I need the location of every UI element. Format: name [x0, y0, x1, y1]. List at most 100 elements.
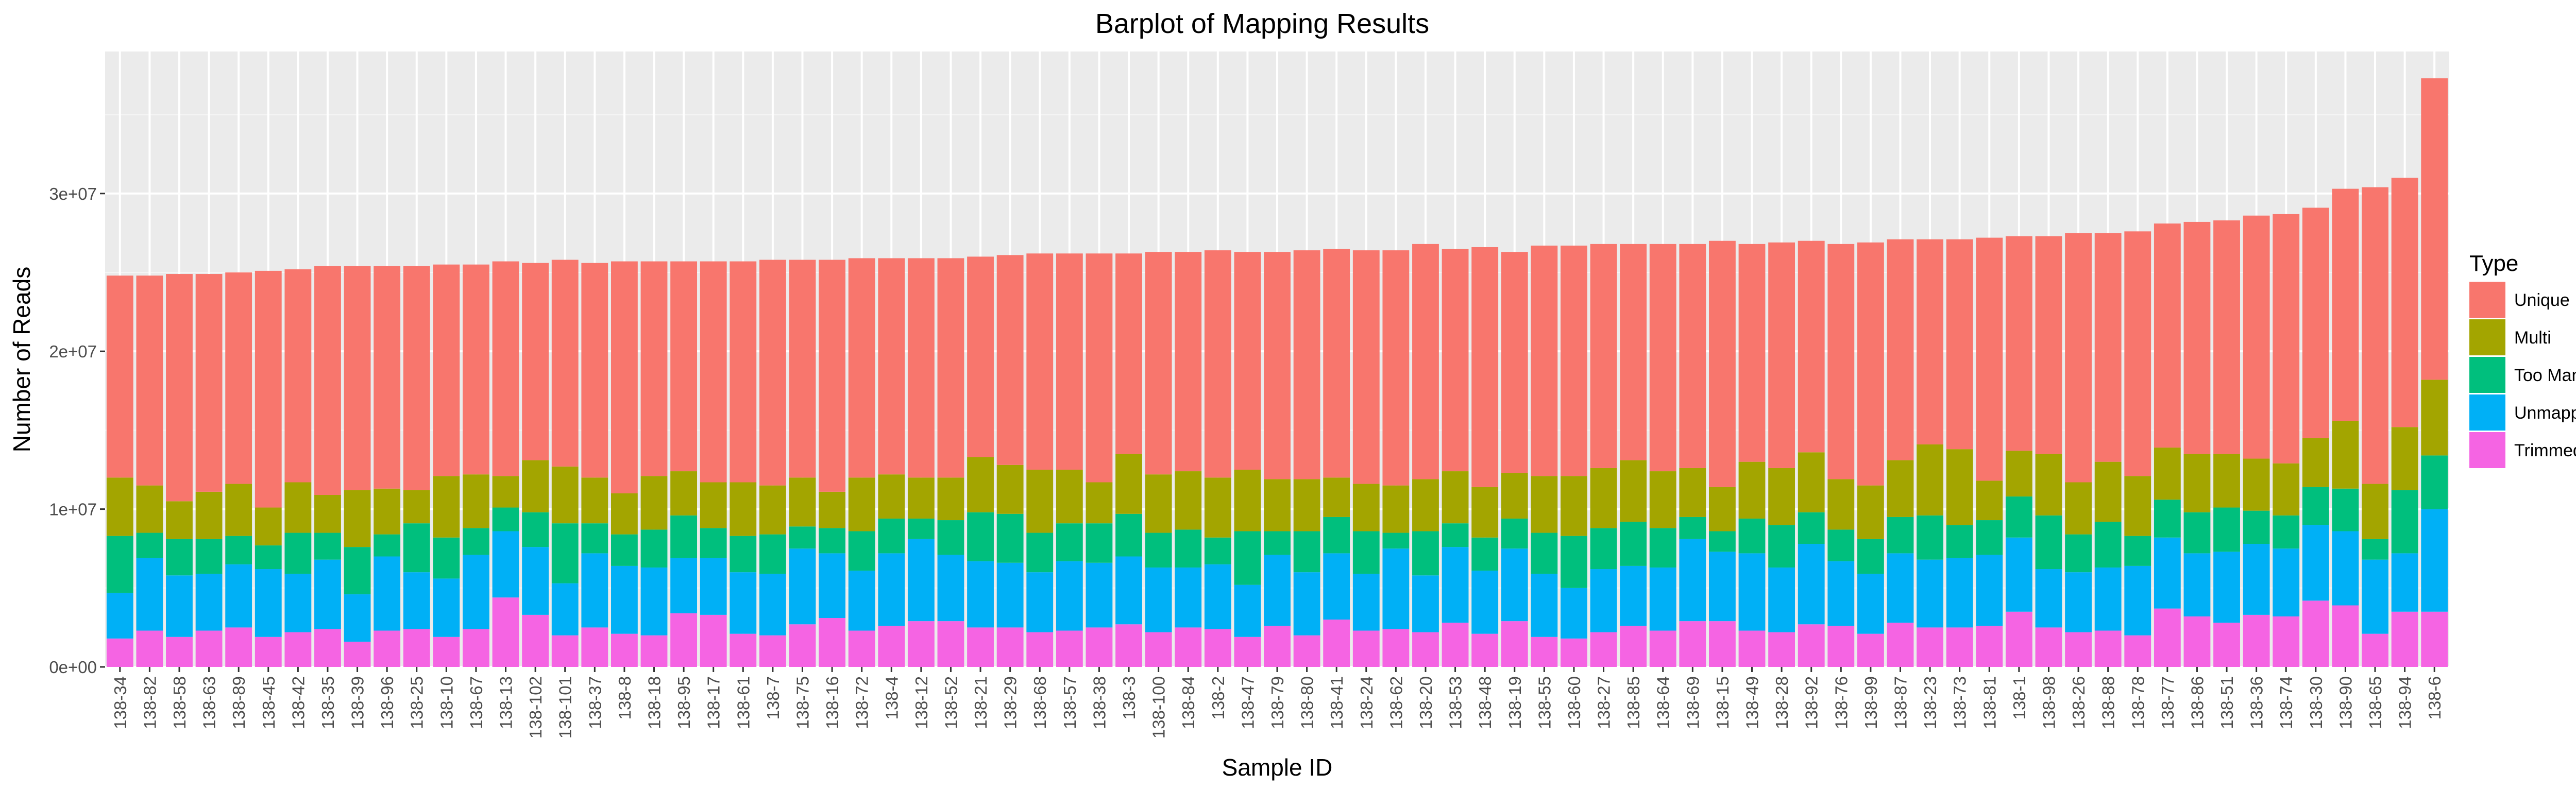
bar-segment-unique — [463, 264, 489, 475]
bar-segment-multi — [2124, 476, 2151, 536]
bar-segment-too-many — [996, 513, 1024, 563]
bar-segment-too-many — [819, 528, 845, 554]
bar-segment-unique — [314, 266, 341, 495]
bar-segment-trimmed-off — [522, 614, 549, 667]
bar-segment-trimmed-off — [670, 613, 698, 667]
bar-segment-multi — [403, 490, 430, 524]
bar-segment-unique — [967, 256, 994, 457]
bar-segment-trimmed-off — [1738, 630, 1766, 667]
bar-segment-unique — [2094, 233, 2122, 462]
x-tick-label: 138-26 — [2069, 676, 2088, 729]
bar-segment-too-many — [551, 523, 579, 583]
bar-segment-unmapped — [1234, 585, 1261, 637]
x-tick-label: 138-10 — [437, 676, 456, 729]
bar-segment-unique — [433, 264, 460, 476]
bar-segment-multi — [1946, 449, 1973, 525]
x-tick-label: 138-30 — [2307, 676, 2326, 729]
bar-segment-too-many — [1590, 528, 1617, 570]
bar-segment-unmapped — [1649, 567, 1676, 631]
bar-segment-unmapped — [937, 555, 964, 622]
bar-segment-trimmed-off — [640, 635, 668, 667]
bar-segment-too-many — [1412, 531, 1439, 576]
x-tick-label: 138-64 — [1654, 676, 1673, 729]
bar-segment-unique — [195, 274, 223, 492]
bar-segment-multi — [2154, 448, 2181, 500]
bar-segment-unique — [1442, 249, 1469, 472]
x-tick-label: 138-55 — [1535, 676, 1554, 729]
bar-segment-trimmed-off — [166, 637, 193, 667]
bar-segment-unmapped — [907, 539, 935, 622]
bar-segment-unique — [2154, 223, 2181, 448]
bar-segment-trimmed-off — [1293, 635, 1320, 667]
bar-segment-unique — [136, 276, 163, 486]
bar-segment-too-many — [1026, 533, 1054, 573]
bar-segment-unique — [907, 258, 935, 478]
bar-segment-trimmed-off — [1501, 621, 1528, 667]
bar-segment-unmapped — [2243, 544, 2270, 615]
y-tick-label: 0e+00 — [49, 658, 97, 677]
y-axis-title: Number of Reads — [8, 267, 35, 453]
x-tick-label: 138-34 — [111, 676, 130, 729]
bar-segment-unique — [1026, 253, 1054, 470]
bar-segment-trimmed-off — [1204, 629, 1231, 667]
bar-segment-trimmed-off — [2094, 630, 2122, 667]
bar-segment-too-many — [1264, 531, 1291, 555]
x-tick-label: 138-25 — [408, 676, 427, 729]
bar-segment-multi — [1976, 480, 2003, 521]
bar-segment-unique — [1234, 252, 1261, 470]
bar-segment-unmapped — [314, 559, 341, 629]
bar-segment-multi — [2005, 451, 2032, 497]
bar-segment-multi — [1145, 474, 1172, 533]
bar-segment-unmapped — [1086, 562, 1113, 628]
bar-segment-too-many — [1620, 522, 1647, 566]
bar-segment-unique — [2124, 231, 2151, 476]
bar-segment-unique — [1798, 241, 1825, 453]
bar-segment-unique — [1086, 253, 1113, 483]
bar-segment-too-many — [106, 536, 133, 593]
bar-segment-trimmed-off — [2391, 611, 2418, 667]
bar-segment-trimmed-off — [1709, 621, 1736, 667]
bar-segment-trimmed-off — [433, 637, 460, 667]
bar-segment-unmapped — [967, 561, 994, 628]
bar-segment-multi — [2273, 463, 2300, 516]
bar-segment-too-many — [2421, 455, 2448, 509]
bar-segment-trimmed-off — [106, 638, 133, 667]
bar-segment-unique — [1976, 237, 2003, 481]
bar-segment-unmapped — [1590, 569, 1617, 632]
bar-segment-unmapped — [344, 594, 371, 642]
bar-segment-trimmed-off — [1857, 633, 1884, 667]
bar-segment-trimmed-off — [1531, 637, 1558, 667]
bar-segment-unique — [2213, 220, 2240, 454]
bar-segment-unmapped — [2362, 559, 2388, 634]
bar-segment-unique — [700, 261, 727, 483]
bar-segment-multi — [878, 474, 905, 519]
bar-segment-trimmed-off — [1115, 624, 1142, 667]
legend-key-unique — [2469, 282, 2505, 318]
bar-segment-trimmed-off — [1649, 630, 1676, 667]
bar-segment-multi — [581, 477, 608, 524]
bar-segment-unique — [1679, 244, 1706, 468]
x-tick-label: 138-53 — [1446, 676, 1465, 729]
bar-segment-trimmed-off — [2124, 635, 2151, 667]
bar-segment-trimmed-off — [937, 621, 964, 667]
bar-segment-too-many — [1827, 529, 1855, 561]
bar-segment-unique — [2183, 221, 2211, 454]
bar-segment-multi — [2035, 454, 2062, 516]
x-tick-label: 138-62 — [1386, 676, 1405, 729]
bar-segment-too-many — [611, 534, 638, 566]
x-axis-title: Sample ID — [1222, 754, 1333, 781]
bar-segment-unmapped — [1946, 558, 1973, 628]
bar-segment-too-many — [1738, 518, 1766, 554]
x-tick-label: 138-35 — [318, 676, 337, 729]
bar-segment-unmapped — [1679, 539, 1706, 622]
x-tick-label: 138-1 — [2010, 676, 2029, 719]
bar-segment-trimmed-off — [1471, 633, 1499, 667]
bar-segment-unique — [670, 261, 698, 472]
bar-segment-multi — [344, 490, 371, 547]
bar-segment-multi — [2243, 458, 2270, 511]
bar-segment-multi — [996, 465, 1024, 514]
bar-segment-too-many — [2213, 507, 2240, 552]
legend-key-too-many — [2469, 357, 2505, 393]
x-tick-label: 138-38 — [1090, 676, 1109, 729]
